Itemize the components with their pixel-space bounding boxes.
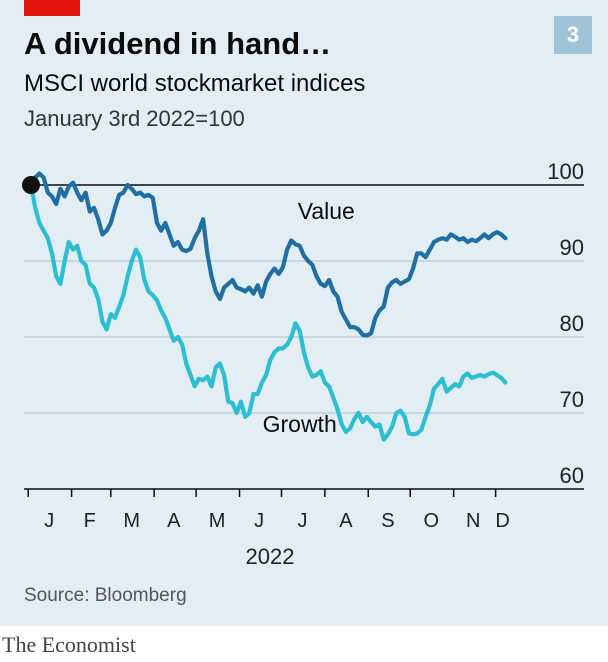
brand-red-tab: [24, 0, 80, 16]
x-tick-label: O: [423, 510, 439, 532]
series-label-growth: Growth: [263, 411, 337, 437]
x-tick-label: M: [209, 510, 226, 532]
y-tick-label: 60: [560, 463, 584, 488]
x-tick-label: M: [123, 510, 140, 532]
brand-wordmark: The Economist: [2, 632, 136, 657]
chart-unit-note: January 3rd 2022=100: [24, 106, 245, 131]
series-line-growth: [28, 182, 508, 442]
line-chart: 100 90 80 70 60 J F M A M J J A S O N D 2022 Growth Value: [22, 159, 584, 569]
x-tick-label: A: [339, 510, 353, 532]
y-tick-label: 70: [560, 387, 584, 412]
chart-source: Source: Bloomberg: [24, 585, 187, 606]
x-tick-label: A: [167, 510, 181, 532]
x-year-label: 2022: [246, 544, 295, 569]
chart-title: A dividend in hand…: [24, 26, 332, 61]
start-point-marker: [22, 176, 40, 194]
y-tick-label: 90: [560, 235, 584, 260]
series-line-value: [28, 171, 508, 338]
x-tick-label: F: [84, 510, 96, 532]
chart-number-badge: 3: [554, 16, 592, 54]
chart-subtitle: MSCI world stockmarket indices: [24, 70, 366, 97]
x-tick-label: J: [44, 510, 54, 532]
x-tick-label: J: [297, 510, 307, 532]
series-label-value: Value: [298, 198, 355, 224]
x-tick-label: J: [254, 510, 264, 532]
x-tick-label: N: [466, 510, 480, 532]
x-tick-label: D: [495, 510, 509, 532]
x-tick-label: S: [381, 510, 394, 532]
y-tick-label: 80: [560, 311, 584, 336]
y-tick-label: 100: [547, 159, 584, 184]
